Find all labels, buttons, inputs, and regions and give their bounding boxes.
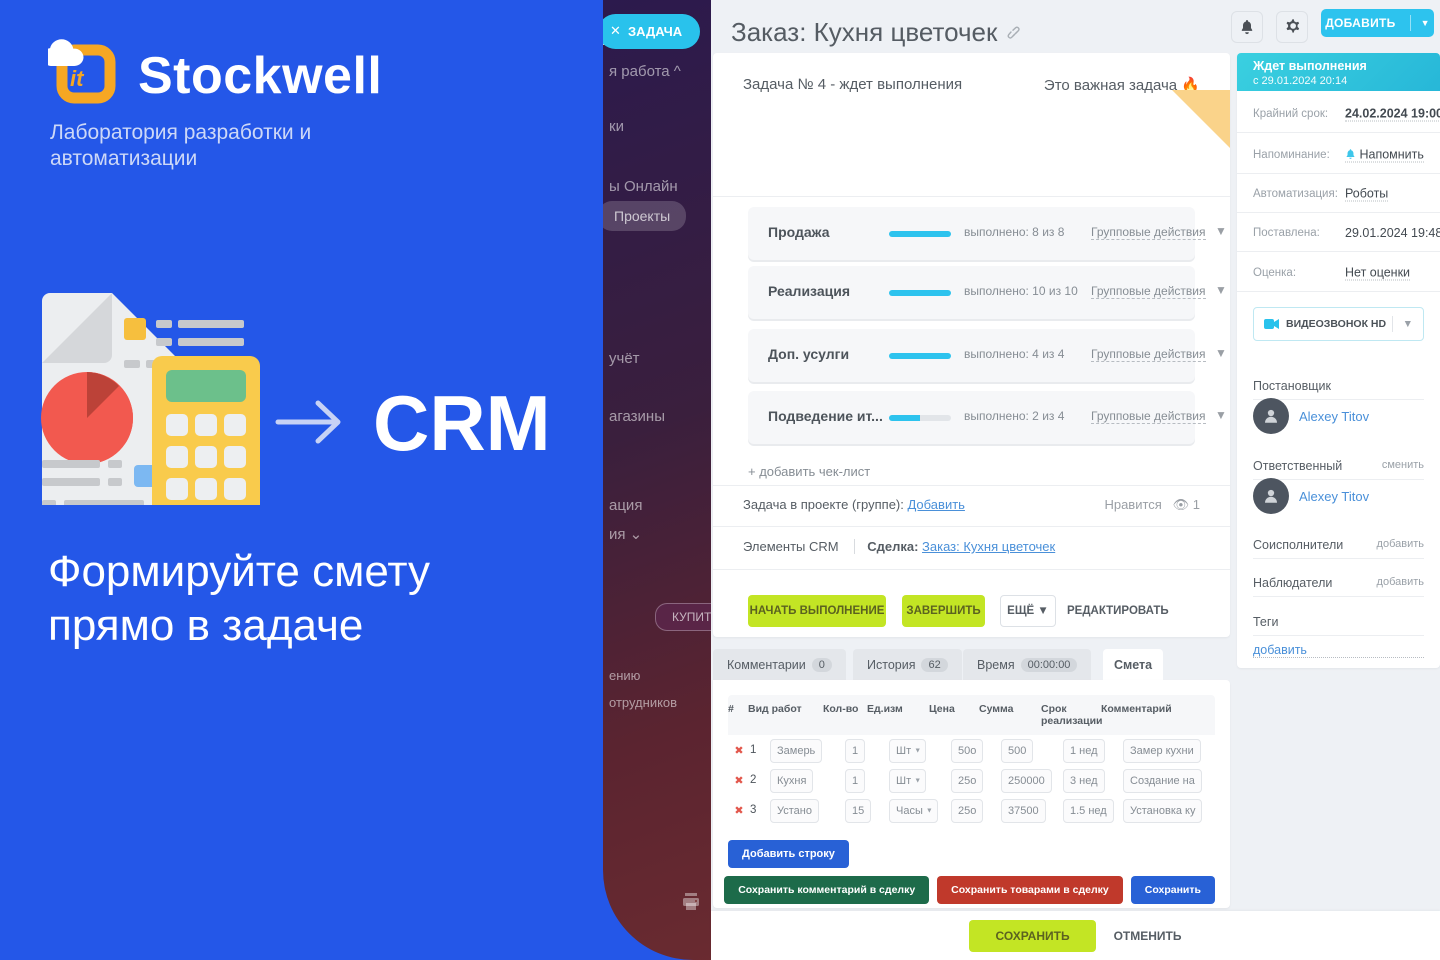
svg-text:it: it	[70, 66, 85, 91]
svg-text:CRM: CRM	[373, 379, 551, 467]
